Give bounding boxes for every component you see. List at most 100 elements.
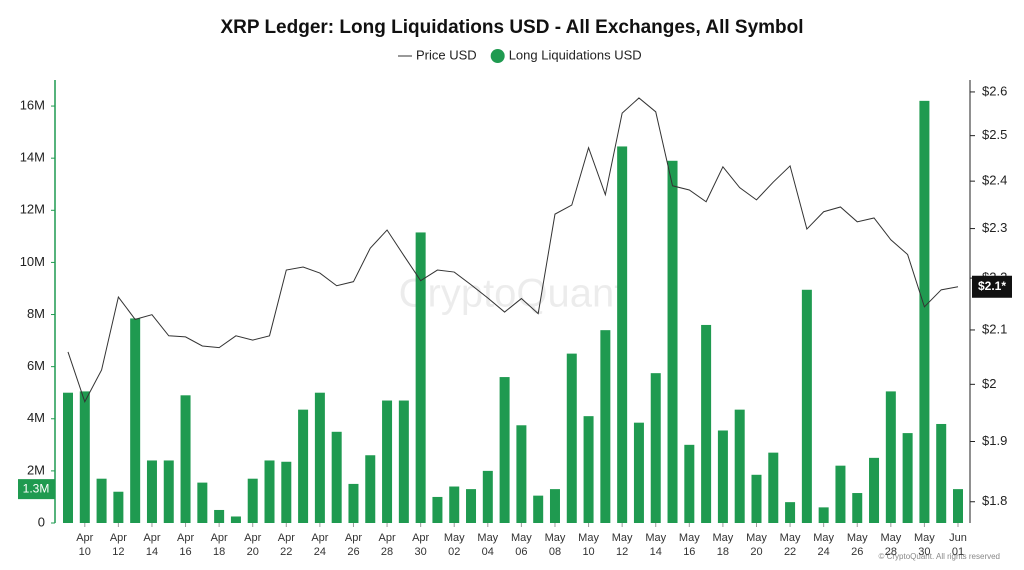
x-tick-label: May 14 xyxy=(645,532,667,558)
bar xyxy=(63,392,73,523)
y2-tick-label: $2 xyxy=(982,376,996,391)
bar xyxy=(701,324,712,523)
x-tick-label: May 30 xyxy=(914,532,935,558)
bar xyxy=(214,509,225,523)
y-tick-label: 16M xyxy=(20,97,45,112)
bar xyxy=(617,146,628,523)
bar xyxy=(734,409,745,523)
x-tick-label: Apr 14 xyxy=(143,532,161,558)
bar xyxy=(650,373,661,523)
bar xyxy=(869,457,880,523)
bar xyxy=(449,486,460,523)
x-tick-label: Apr 28 xyxy=(378,532,396,558)
y-tick-label: 10M xyxy=(20,254,45,269)
bar xyxy=(549,489,560,523)
y-tick-label: 4M xyxy=(27,410,45,425)
bar xyxy=(130,318,141,523)
bar xyxy=(466,489,477,523)
bar xyxy=(298,409,309,523)
bar xyxy=(247,478,258,523)
y2-tick-label: $2.5 xyxy=(982,127,1007,142)
bar xyxy=(180,395,191,523)
bar xyxy=(885,391,896,523)
y2-badge-bg xyxy=(972,275,1012,298)
x-tick-label: May 18 xyxy=(712,532,734,558)
x-tick-label: May 10 xyxy=(578,532,599,558)
x-tick-label: Apr 22 xyxy=(277,532,295,558)
bar xyxy=(382,400,393,523)
bar xyxy=(583,416,594,523)
bar xyxy=(281,461,292,523)
x-tick-label: May 12 xyxy=(611,532,633,558)
x-tick-label: May 16 xyxy=(678,532,700,558)
x-tick-label: May 04 xyxy=(477,532,499,558)
bar xyxy=(566,353,577,523)
bar xyxy=(96,478,107,523)
x-tick-label: Apr 24 xyxy=(311,532,329,558)
bar xyxy=(818,507,829,523)
watermark: CryptoQuant xyxy=(399,272,626,316)
bar xyxy=(684,444,695,523)
y2-badge: $2.1* xyxy=(978,279,1006,293)
x-tick-label: May 02 xyxy=(443,532,465,558)
y-tick-label: 0 xyxy=(38,514,45,529)
price-line xyxy=(67,97,959,404)
y2-tick-label: $1.8 xyxy=(982,493,1007,508)
legend-dot xyxy=(490,49,505,63)
bar xyxy=(953,489,963,523)
footer: © CryptoQuant. All rights reserved xyxy=(879,552,1001,561)
x-tick-label: Apr 20 xyxy=(244,532,262,558)
bar xyxy=(768,452,779,523)
bar xyxy=(197,482,208,523)
y-badge-bg xyxy=(18,479,55,500)
bar xyxy=(667,160,678,523)
bar xyxy=(751,474,762,523)
x-tick-label: May 28 xyxy=(880,532,902,558)
x-tick-label: Apr 12 xyxy=(109,532,127,558)
bar xyxy=(113,491,124,523)
y2-tick-label: $1.9 xyxy=(982,433,1007,448)
y-tick-label: 14M xyxy=(20,150,45,165)
bar xyxy=(331,431,342,523)
bar xyxy=(600,330,611,523)
bar xyxy=(314,392,325,523)
bar xyxy=(230,516,241,523)
x-tick-label: May 20 xyxy=(746,532,767,558)
bar xyxy=(852,493,863,523)
bar xyxy=(348,483,359,523)
y2-tick-label: $2.3 xyxy=(982,220,1007,235)
bar xyxy=(264,460,275,523)
y-tick-label: 2M xyxy=(27,462,45,477)
bar xyxy=(499,377,510,523)
x-tick-label: May 24 xyxy=(813,532,835,558)
bar xyxy=(801,289,812,523)
bar xyxy=(163,460,174,523)
legend-label: Price USD xyxy=(416,47,477,62)
bar xyxy=(415,232,426,523)
bar xyxy=(835,465,846,523)
bar xyxy=(516,425,527,523)
legend-label: Long Liquidations USD xyxy=(509,47,642,62)
x-tick-label: Apr 26 xyxy=(344,532,363,558)
y2-tick-label: $2.1 xyxy=(982,321,1007,336)
bar xyxy=(785,502,796,523)
bar xyxy=(146,460,157,523)
bar xyxy=(398,400,409,523)
x-tick-label: May 22 xyxy=(779,532,801,558)
bar xyxy=(365,455,376,523)
y-tick-label: 8M xyxy=(27,306,45,321)
x-tick-label: Jun 01 xyxy=(949,532,967,558)
bar xyxy=(936,423,947,523)
x-tick-label: May 08 xyxy=(544,532,566,558)
x-tick-label: Apr 18 xyxy=(210,532,228,558)
bar xyxy=(902,433,913,523)
x-tick-label: May 06 xyxy=(511,532,532,558)
y2-tick-label: $2.6 xyxy=(982,83,1007,98)
y-tick-label: 12M xyxy=(20,202,45,217)
y-tick-label: 6M xyxy=(27,358,45,373)
bar xyxy=(633,422,644,523)
x-tick-label: May 26 xyxy=(846,532,868,558)
x-tick-label: Apr 30 xyxy=(412,532,430,558)
